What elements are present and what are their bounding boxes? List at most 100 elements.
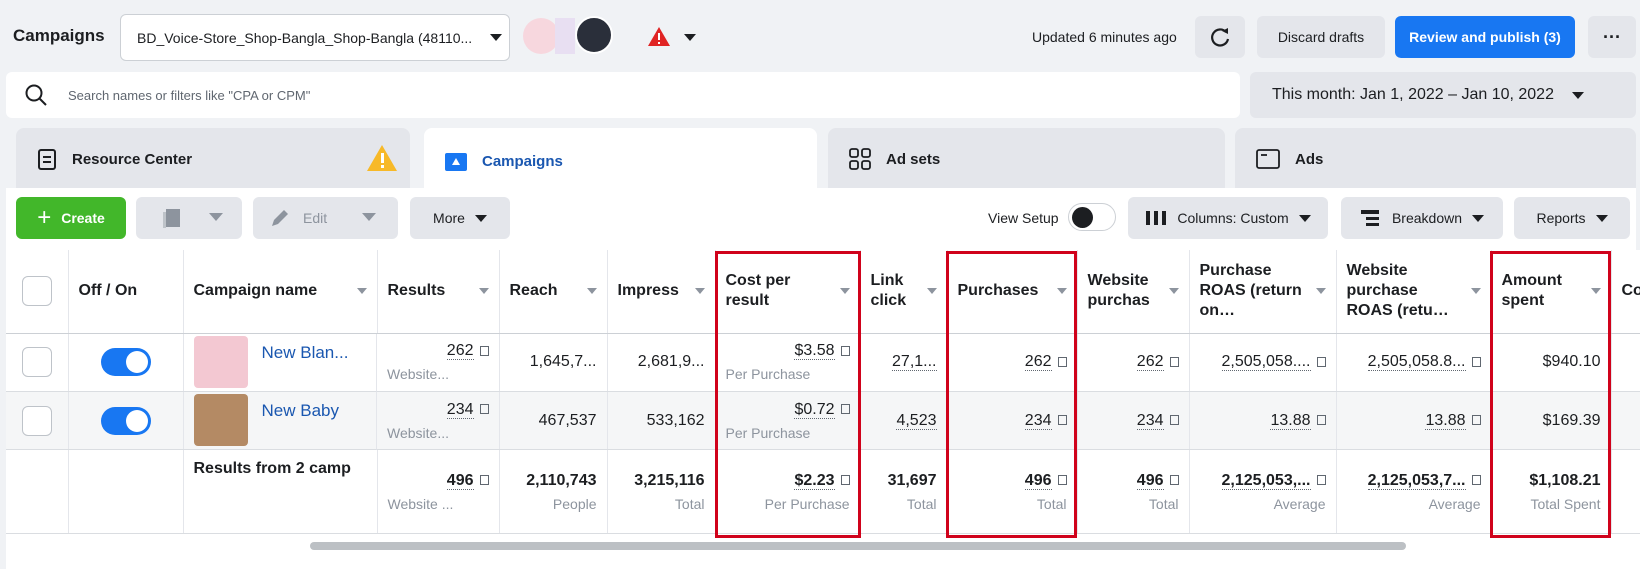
campaign-link[interactable]: New Baby: [261, 401, 339, 420]
checkbox-cell: [6, 391, 69, 450]
sort-caret: [356, 288, 367, 294]
header-cell[interactable]: Results: [377, 250, 500, 334]
header-cell[interactable]: Campaign name: [183, 250, 378, 334]
reports-button[interactable]: Reports: [1514, 197, 1630, 239]
metric-text: 496: [1136, 471, 1164, 490]
column-header: Website purchase ROAS (retu…: [1346, 262, 1449, 320]
tab-active[interactable]: Campaigns: [424, 128, 817, 194]
metric-text: 262: [1136, 353, 1164, 372]
info-icon: [840, 404, 850, 415]
header-cell[interactable]: Cost per result: [715, 250, 861, 334]
campaign-toggle[interactable]: [100, 406, 151, 435]
tab[interactable]: Ad sets: [828, 128, 1225, 190]
metric-value: $1,108.21: [1502, 469, 1601, 493]
refresh-button[interactable]: [1195, 16, 1245, 58]
header-cell[interactable]: Reach: [499, 250, 608, 334]
metric-cell: 496 Total: [1077, 449, 1190, 534]
empty-cell: [68, 449, 184, 534]
metric-text: 496: [446, 471, 474, 490]
view-setup-toggle[interactable]: [1068, 203, 1116, 231]
select-all-checkbox[interactable]: [21, 276, 52, 307]
metric-value: 234: [1088, 409, 1179, 433]
sort-caret: [1168, 288, 1179, 294]
metric-text: 234: [1136, 411, 1164, 430]
metric-value: 27,1...: [871, 350, 937, 374]
avatar[interactable]: [575, 16, 613, 54]
metric-text: 3,215,116: [634, 471, 705, 489]
info-icon: [1471, 475, 1481, 486]
metric-text: 13.88: [1270, 411, 1311, 430]
discard-button[interactable]: Discard drafts: [1257, 16, 1385, 58]
metric-text: $2.23: [794, 471, 835, 490]
header-cell[interactable]: Website purchas: [1077, 250, 1190, 334]
tab-label: Campaigns: [482, 152, 563, 170]
metric-cell: 234: [1077, 391, 1190, 450]
totals-label-text: Results from 2 camp: [193, 459, 351, 477]
scrollbar[interactable]: [310, 542, 1406, 550]
tab-label: Ads: [1295, 150, 1324, 168]
info-icon: [1316, 415, 1326, 426]
columns-button[interactable]: Columns: Custom: [1128, 197, 1328, 239]
header-cell[interactable]: Amount spent: [1491, 250, 1612, 334]
info-icon: [1471, 357, 1481, 368]
column-header: Off / On: [78, 282, 138, 300]
tab[interactable]: Ads: [1235, 128, 1636, 190]
edit-button[interactable]: Edit: [253, 197, 398, 239]
info-icon: [1471, 415, 1481, 426]
more-menu[interactable]: ···: [1588, 16, 1636, 58]
metric-cell: $940.10: [1491, 333, 1612, 392]
metric-cell: 13.88: [1189, 391, 1337, 450]
metric-cell: 2,110,743 People: [499, 449, 608, 534]
header-cell[interactable]: Purchase ROAS (return on…: [1189, 250, 1337, 334]
column-header: Website purchas: [1087, 272, 1150, 310]
metric-text: 2,125,053,7...: [1367, 471, 1466, 490]
column-header: Campaign name: [193, 282, 318, 300]
campaign-thumbnail: [193, 394, 248, 446]
alert-menu[interactable]: [648, 26, 698, 48]
row-checkbox[interactable]: [21, 405, 52, 436]
create-button[interactable]: + Create: [16, 197, 126, 239]
info-icon: [840, 475, 850, 486]
dropdown-caret: [209, 213, 223, 221]
header-cell[interactable]: Impress: [607, 250, 716, 334]
metric-cell: 13.88: [1336, 391, 1492, 450]
metric-cell: 262: [947, 333, 1078, 392]
info-icon: [840, 346, 850, 357]
metric-value: 2,125,053,...: [1200, 469, 1326, 493]
tab[interactable]: Resource Center: [16, 128, 410, 190]
date-range[interactable]: This month: Jan 1, 2022 – Jan 10, 2022: [1250, 72, 1636, 118]
avatar: [523, 18, 559, 54]
metric-cell: $1,108.21 Total Spent: [1491, 449, 1612, 534]
header-cell[interactable]: Purchases: [947, 250, 1078, 334]
header-cell[interactable]: Co: [1611, 250, 1640, 334]
search-box[interactable]: Search names or filters like "CPA or CPM…: [6, 72, 1240, 118]
metric-text: $1,108.21: [1529, 471, 1601, 489]
header-cell[interactable]: Off / On: [68, 250, 184, 334]
metric-cell: 2,505,058.8...: [1336, 333, 1492, 392]
header-cell[interactable]: Link click: [860, 250, 948, 334]
metric-cell: 234 Website...: [377, 391, 500, 450]
overflow-cell: [1611, 449, 1640, 534]
campaign-toggle[interactable]: [100, 348, 151, 377]
account-name: BD_Voice-Store_Shop-Bangla_Shop-Bangla (…: [137, 29, 473, 46]
duplicate-button[interactable]: [136, 197, 242, 239]
campaign-thumbnail: [193, 336, 248, 388]
campaign-link[interactable]: New Blan...: [261, 343, 349, 362]
metric-value: 262: [387, 339, 489, 363]
row-checkbox[interactable]: [21, 347, 52, 378]
header-cell[interactable]: Website purchase ROAS (retu…: [1336, 250, 1492, 334]
info-icon: [1169, 415, 1179, 426]
metric-text: 262: [446, 342, 474, 361]
avatar: [555, 18, 575, 54]
metric-subtext: Average: [1428, 495, 1481, 512]
metric-cell: $169.39: [1491, 391, 1612, 450]
publish-button[interactable]: Review and publish (3): [1395, 16, 1575, 58]
account-select[interactable]: BD_Voice-Store_Shop-Bangla_Shop-Bangla (…: [120, 14, 510, 61]
metric-value: 2,110,743: [510, 469, 596, 493]
sort-caret: [694, 288, 705, 294]
metric-subtext: Website...: [387, 424, 449, 441]
breakdown-button[interactable]: Breakdown: [1341, 197, 1503, 239]
metric-text: 2,505,058....: [1221, 353, 1311, 372]
more-button[interactable]: More: [410, 197, 510, 239]
date-range-text: This month: Jan 1, 2022 – Jan 10, 2022: [1272, 86, 1554, 103]
